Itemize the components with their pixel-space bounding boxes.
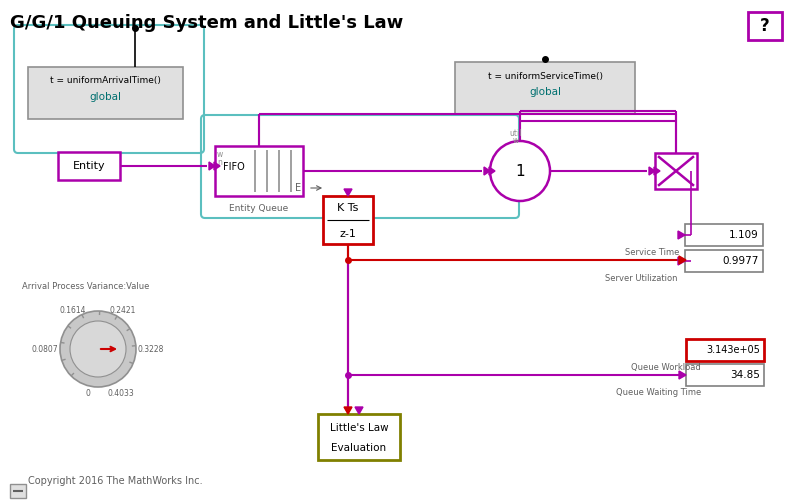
Text: Entity: Entity	[73, 161, 105, 171]
Text: global: global	[529, 87, 561, 97]
Circle shape	[490, 141, 550, 201]
Text: Entity Queue: Entity Queue	[229, 204, 289, 213]
Text: global: global	[90, 92, 121, 102]
Polygon shape	[679, 371, 686, 379]
Circle shape	[70, 321, 126, 377]
Text: 0.0807: 0.0807	[31, 345, 58, 353]
Text: 0.3228: 0.3228	[138, 345, 164, 353]
Text: Service Time: Service Time	[625, 248, 679, 257]
FancyBboxPatch shape	[685, 224, 763, 246]
FancyBboxPatch shape	[323, 196, 373, 244]
FancyBboxPatch shape	[215, 146, 303, 196]
Text: Queue Waiting Time: Queue Waiting Time	[616, 388, 701, 397]
FancyBboxPatch shape	[28, 67, 183, 119]
Text: 0: 0	[86, 389, 91, 398]
Text: 34.85: 34.85	[730, 370, 760, 380]
Text: t = uniformServiceTime(): t = uniformServiceTime()	[488, 72, 602, 81]
Polygon shape	[209, 162, 215, 170]
Polygon shape	[484, 167, 490, 175]
Polygon shape	[344, 189, 352, 196]
FancyBboxPatch shape	[10, 484, 26, 498]
Polygon shape	[678, 257, 685, 265]
Text: n: n	[217, 158, 222, 167]
Text: Queue Workload: Queue Workload	[631, 363, 701, 372]
Text: Server Utilization: Server Utilization	[605, 274, 678, 283]
Polygon shape	[679, 256, 686, 264]
Text: 0.9977: 0.9977	[723, 256, 759, 266]
FancyBboxPatch shape	[748, 12, 782, 40]
FancyBboxPatch shape	[58, 152, 120, 180]
Polygon shape	[654, 167, 660, 175]
Text: Evaluation: Evaluation	[331, 443, 387, 453]
Text: 0.4033: 0.4033	[108, 389, 135, 398]
Text: 1: 1	[515, 163, 525, 178]
Text: t = uniformArrivalTime(): t = uniformArrivalTime()	[50, 77, 161, 86]
FancyBboxPatch shape	[655, 153, 697, 189]
FancyBboxPatch shape	[685, 250, 763, 272]
Polygon shape	[214, 162, 220, 170]
FancyBboxPatch shape	[686, 364, 764, 386]
Polygon shape	[344, 407, 352, 414]
Text: w: w	[512, 136, 519, 145]
Text: FIFO: FIFO	[223, 162, 245, 172]
Text: w: w	[217, 150, 223, 159]
FancyBboxPatch shape	[686, 339, 764, 361]
FancyBboxPatch shape	[318, 414, 400, 460]
Text: Arrival Process Variance:Value: Arrival Process Variance:Value	[22, 282, 149, 291]
Text: E: E	[295, 183, 301, 193]
FancyBboxPatch shape	[455, 62, 635, 114]
Text: z-1: z-1	[339, 229, 356, 239]
Text: G/G/1 Queuing System and Little's Law: G/G/1 Queuing System and Little's Law	[10, 14, 403, 32]
Text: 0.2421: 0.2421	[110, 306, 136, 315]
Polygon shape	[355, 407, 363, 414]
Text: Little's Law: Little's Law	[330, 423, 388, 433]
Text: ?: ?	[760, 17, 770, 35]
Polygon shape	[489, 167, 495, 175]
Circle shape	[60, 311, 136, 387]
Text: 0.1614: 0.1614	[59, 306, 86, 315]
Polygon shape	[678, 231, 685, 239]
Text: 3.143e+05: 3.143e+05	[706, 345, 760, 355]
Text: Copyright 2016 The MathWorks Inc.: Copyright 2016 The MathWorks Inc.	[28, 476, 203, 486]
Text: util: util	[510, 129, 522, 138]
Text: K Ts: K Ts	[338, 203, 358, 213]
Polygon shape	[649, 167, 655, 175]
Text: 1.109: 1.109	[729, 230, 759, 240]
